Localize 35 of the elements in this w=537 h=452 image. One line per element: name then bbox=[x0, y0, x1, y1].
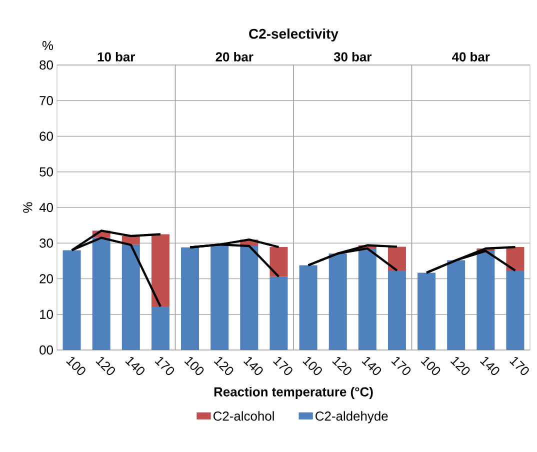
x-tick-label: 100 bbox=[66, 356, 86, 376]
x-tick-label: 120 bbox=[96, 356, 115, 376]
chart-title: C2-selectivity bbox=[249, 28, 338, 42]
x-tick-label: 100 bbox=[184, 356, 204, 376]
text: % bbox=[42, 41, 54, 50]
y-tick-label: 20 bbox=[40, 274, 53, 284]
y-tick-label: 70 bbox=[40, 96, 53, 106]
x-tick-label: 140 bbox=[125, 356, 145, 376]
x-tick-label: 120 bbox=[332, 356, 352, 376]
text: 20 bar bbox=[216, 52, 254, 62]
x-tick-label: 170 bbox=[154, 356, 174, 376]
x-tick-label: 170 bbox=[510, 356, 529, 376]
text: 40 bar bbox=[452, 52, 490, 62]
legend-label: C2-aldehyde bbox=[316, 411, 388, 424]
x-tick-label: 170 bbox=[391, 356, 411, 376]
x-axis-title: Reaction temperature (°C) bbox=[214, 386, 373, 400]
x-tick-label: 120 bbox=[214, 356, 234, 376]
text: 30 bar bbox=[334, 52, 372, 62]
y-axis-title: % bbox=[23, 202, 32, 213]
legend-label: C2-alcohol bbox=[213, 411, 274, 421]
x-tick-label: 100 bbox=[420, 356, 440, 376]
x-tick-label: 140 bbox=[362, 356, 382, 376]
y-tick-label: 40 bbox=[39, 202, 53, 212]
y-tick-label: 60 bbox=[40, 132, 53, 141]
y-tick-label: 00 bbox=[40, 345, 53, 355]
y-tick-label: 50 bbox=[40, 167, 53, 176]
x-tick-label: 120 bbox=[450, 356, 470, 376]
text: 10 bar bbox=[98, 52, 135, 62]
y-tick-label: 80 bbox=[40, 60, 53, 70]
y-tick-label: 10 bbox=[40, 310, 53, 319]
x-tick-label: 100 bbox=[302, 356, 322, 376]
y-tick-label: 30 bbox=[40, 238, 53, 248]
x-tick-label: 140 bbox=[480, 356, 500, 376]
x-tick-label: 140 bbox=[243, 356, 263, 376]
x-tick-label: 170 bbox=[273, 356, 292, 376]
